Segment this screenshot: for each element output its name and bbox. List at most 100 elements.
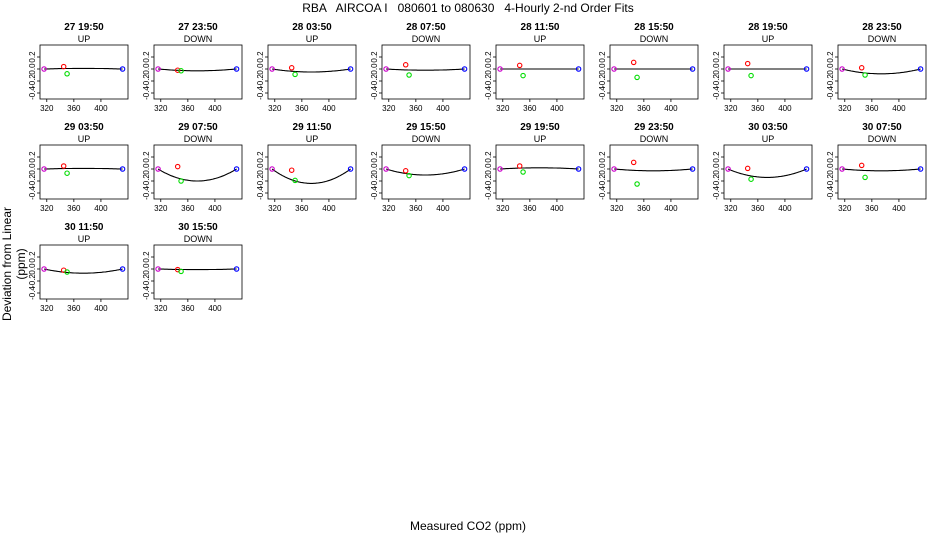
x-tick-label: 360 bbox=[181, 304, 195, 313]
x-tick-label: 400 bbox=[322, 104, 336, 113]
panel-time-label: 29 23:50 bbox=[634, 122, 674, 133]
x-tick-label: 360 bbox=[409, 104, 423, 113]
y-tick-label: 0.2 bbox=[256, 151, 265, 163]
data-point-standard-low bbox=[611, 166, 617, 172]
y-tick-label: 0.0 bbox=[370, 63, 379, 75]
x-tick-label: 360 bbox=[751, 204, 765, 213]
x-tick-label: 320 bbox=[40, 104, 54, 113]
panel-time-label: 29 15:50 bbox=[406, 122, 446, 133]
x-tick-label: 400 bbox=[208, 104, 222, 113]
y-tick-label: 0.2 bbox=[826, 51, 835, 63]
data-point-standard-mid-2 bbox=[520, 169, 526, 175]
data-point-standard-mid-1 bbox=[174, 67, 181, 73]
panel-time-label: 30 07:50 bbox=[862, 122, 902, 133]
y-tick-label: 0.2 bbox=[826, 151, 835, 163]
panel-direction-label: UP bbox=[306, 134, 319, 144]
panel-time-label: 28 15:50 bbox=[634, 22, 674, 33]
data-point-standard-low bbox=[725, 66, 731, 72]
panel-direction-label: UP bbox=[762, 134, 775, 144]
data-point-standard-mid-1 bbox=[288, 167, 295, 173]
y-tick-label: 0.0 bbox=[142, 63, 151, 75]
panel-frame bbox=[153, 144, 243, 200]
y-tick-label: -0.2 bbox=[142, 174, 151, 188]
y-tick-label: -0.2 bbox=[142, 274, 151, 288]
x-tick-label: 320 bbox=[154, 204, 168, 213]
x-tick-label: 320 bbox=[154, 104, 168, 113]
figure-title: RBA AIRCOA I 080601 to 080630 4-Hourly 2… bbox=[302, 1, 634, 15]
y-tick-label: 0.0 bbox=[28, 163, 37, 175]
panel-time-label: 27 23:50 bbox=[178, 22, 218, 33]
data-point-standard-mid-2 bbox=[862, 72, 868, 78]
data-point-standard-mid-1 bbox=[402, 62, 409, 68]
y-tick-label: 0.0 bbox=[598, 163, 607, 175]
data-point-standard-low bbox=[41, 66, 47, 72]
y-tick-label: 0.2 bbox=[28, 151, 37, 163]
panel-direction-label: DOWN bbox=[640, 34, 669, 44]
data-point-standard-mid-2 bbox=[634, 181, 640, 187]
data-point-standard-mid-1 bbox=[174, 163, 181, 170]
data-point-standard-mid-2 bbox=[178, 178, 184, 184]
y-tick-label: -0.2 bbox=[256, 74, 265, 88]
panel-frame bbox=[723, 44, 813, 100]
data-point-standard-low bbox=[725, 166, 731, 172]
x-tick-label: 400 bbox=[892, 104, 906, 113]
y-tick-label: 0.0 bbox=[712, 163, 721, 175]
x-tick-label: 400 bbox=[436, 104, 450, 113]
x-tick-label: 320 bbox=[40, 204, 54, 213]
x-tick-label: 360 bbox=[637, 104, 651, 113]
y-tick-label: -0.4 bbox=[142, 186, 151, 200]
y-tick-label: -0.2 bbox=[598, 74, 607, 88]
y-tick-label: 0.2 bbox=[256, 51, 265, 63]
x-tick-label: 400 bbox=[778, 204, 792, 213]
data-point-standard-low bbox=[839, 166, 845, 172]
y-tick-label: -0.4 bbox=[484, 86, 493, 100]
y-tick-label: 0.2 bbox=[712, 51, 721, 63]
x-tick-label: 320 bbox=[610, 204, 624, 213]
y-tick-label: -0.4 bbox=[28, 86, 37, 100]
data-point-standard-high bbox=[917, 166, 924, 172]
y-tick-label: -0.4 bbox=[826, 186, 835, 200]
panel-time-label: 28 07:50 bbox=[406, 22, 446, 33]
data-point-standard-high bbox=[575, 66, 582, 72]
data-point-standard-high bbox=[575, 166, 582, 172]
panel-frame bbox=[153, 44, 243, 100]
panel-time-label: 28 23:50 bbox=[862, 22, 902, 33]
data-point-standard-high bbox=[347, 66, 354, 72]
y-tick-label: -0.4 bbox=[28, 186, 37, 200]
panel-frame bbox=[267, 144, 357, 200]
y-tick-label: -0.4 bbox=[28, 286, 37, 300]
y-tick-label: 0.2 bbox=[28, 251, 37, 263]
data-point-standard-low bbox=[383, 166, 389, 172]
data-point-standard-high bbox=[917, 66, 924, 72]
fit-curve bbox=[157, 168, 237, 182]
data-point-standard-mid-2 bbox=[406, 72, 412, 78]
y-tick-label: -0.4 bbox=[142, 86, 151, 100]
x-tick-label: 360 bbox=[751, 104, 765, 113]
y-tick-label: 0.2 bbox=[598, 151, 607, 163]
y-tick-label: -0.4 bbox=[484, 186, 493, 200]
y-tick-label: 0.0 bbox=[598, 63, 607, 75]
data-point-standard-low bbox=[383, 66, 389, 72]
panel-direction-label: UP bbox=[78, 234, 91, 244]
data-point-standard-mid-1 bbox=[60, 63, 67, 70]
data-point-standard-mid-2 bbox=[748, 176, 754, 182]
panel-frame bbox=[495, 144, 585, 200]
y-tick-label: 0.2 bbox=[142, 151, 151, 163]
y-tick-label: 0.0 bbox=[256, 63, 265, 75]
x-axis-label: Measured CO2 (ppm) bbox=[409, 519, 527, 533]
x-tick-label: 320 bbox=[838, 104, 852, 113]
x-tick-label: 360 bbox=[67, 204, 81, 213]
y-tick-label: 0.2 bbox=[712, 151, 721, 163]
y-tick-label: -0.2 bbox=[142, 74, 151, 88]
x-tick-label: 400 bbox=[94, 104, 108, 113]
data-point-standard-high bbox=[689, 66, 696, 72]
y-tick-label: 0.2 bbox=[370, 51, 379, 63]
x-tick-label: 400 bbox=[94, 204, 108, 213]
data-point-standard-low bbox=[269, 166, 275, 172]
panel-time-label: 29 19:50 bbox=[520, 122, 560, 133]
